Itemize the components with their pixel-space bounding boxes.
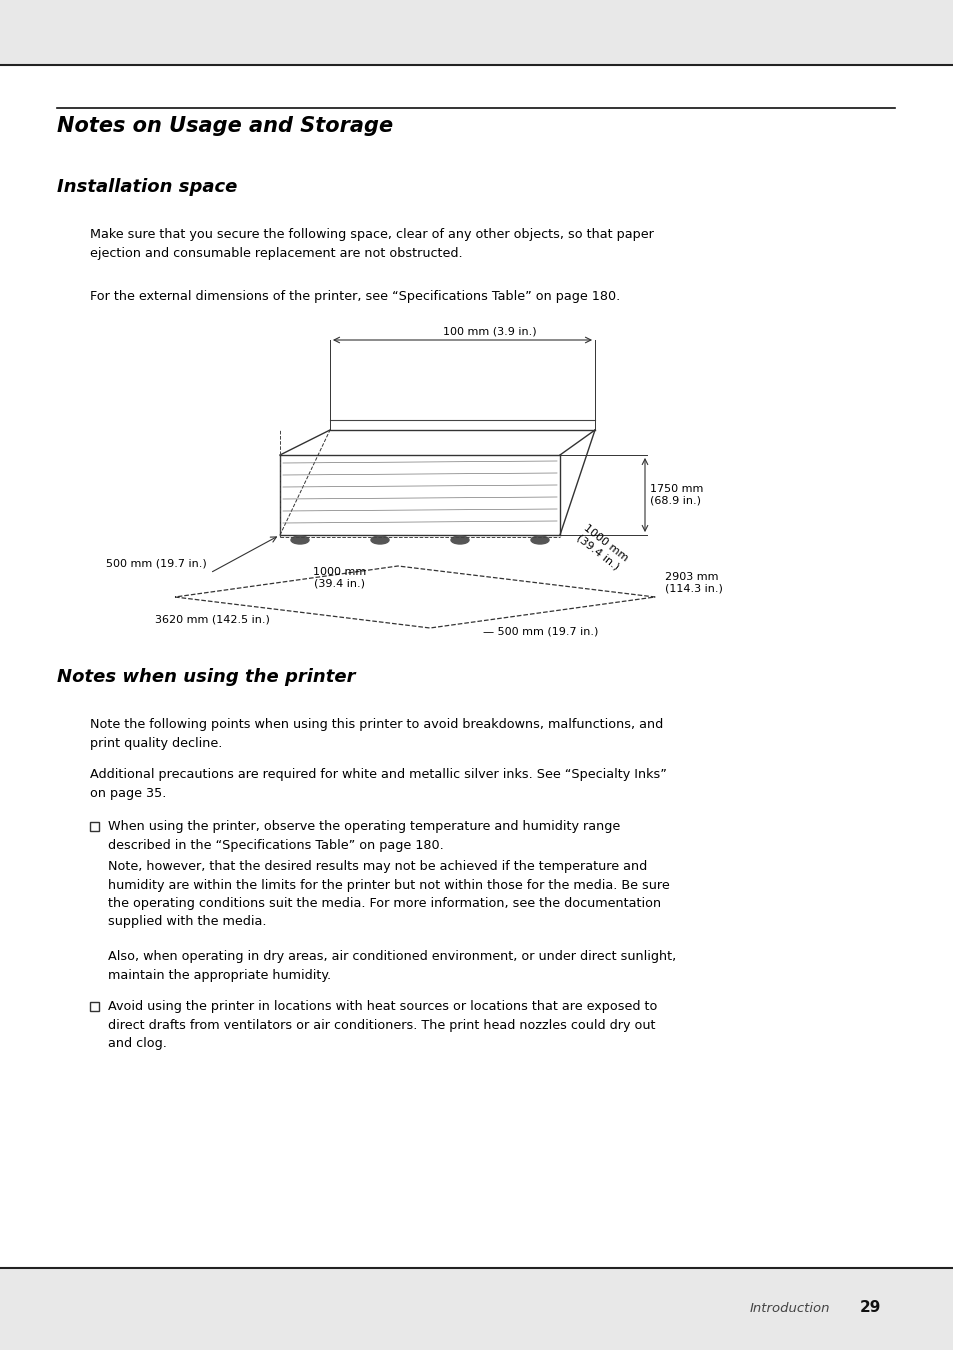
Text: Also, when operating in dry areas, air conditioned environment, or under direct : Also, when operating in dry areas, air c…	[108, 950, 676, 981]
Bar	[0, 1268, 953, 1350]
Text: 1000 mm
(39.4 in.): 1000 mm (39.4 in.)	[575, 522, 630, 572]
Text: 1750 mm
(68.9 in.): 1750 mm (68.9 in.)	[649, 485, 702, 506]
Text: 29: 29	[859, 1300, 881, 1315]
Text: Avoid using the printer in locations with heat sources or locations that are exp: Avoid using the printer in locations wit…	[108, 1000, 657, 1050]
Text: Additional precautions are required for white and metallic silver inks. See “Spe: Additional precautions are required for …	[90, 768, 666, 799]
Bar	[90, 1002, 99, 1011]
Text: 100 mm (3.9 in.): 100 mm (3.9 in.)	[443, 325, 537, 336]
Text: — 500 mm (19.7 in.): — 500 mm (19.7 in.)	[482, 626, 598, 637]
Bar	[0, 0, 953, 65]
Ellipse shape	[371, 536, 389, 544]
Ellipse shape	[291, 536, 309, 544]
Text: For the external dimensions of the printer, see “Specifications Table” on page 1: For the external dimensions of the print…	[90, 290, 619, 302]
Text: Notes on Usage and Storage: Notes on Usage and Storage	[57, 116, 393, 136]
Text: When using the printer, observe the operating temperature and humidity range
des: When using the printer, observe the oper…	[108, 819, 619, 852]
Text: Make sure that you secure the following space, clear of any other objects, so th: Make sure that you secure the following …	[90, 228, 653, 259]
Bar	[90, 822, 99, 832]
Text: Notes when using the printer: Notes when using the printer	[57, 668, 355, 686]
Text: 2903 mm
(114.3 in.): 2903 mm (114.3 in.)	[664, 572, 722, 594]
Text: 3620 mm (142.5 in.): 3620 mm (142.5 in.)	[154, 614, 270, 624]
Text: Note, however, that the desired results may not be achieved if the temperature a: Note, however, that the desired results …	[108, 860, 669, 929]
Ellipse shape	[531, 536, 548, 544]
Text: Note the following points when using this printer to avoid breakdowns, malfuncti: Note the following points when using thi…	[90, 718, 662, 749]
Ellipse shape	[451, 536, 469, 544]
Text: 500 mm (19.7 in.): 500 mm (19.7 in.)	[106, 559, 207, 568]
Text: Installation space: Installation space	[57, 178, 237, 196]
Text: 1000 mm
(39.4 in.): 1000 mm (39.4 in.)	[313, 567, 366, 589]
Bar	[0, 65, 953, 1268]
Text: Introduction: Introduction	[749, 1301, 830, 1315]
